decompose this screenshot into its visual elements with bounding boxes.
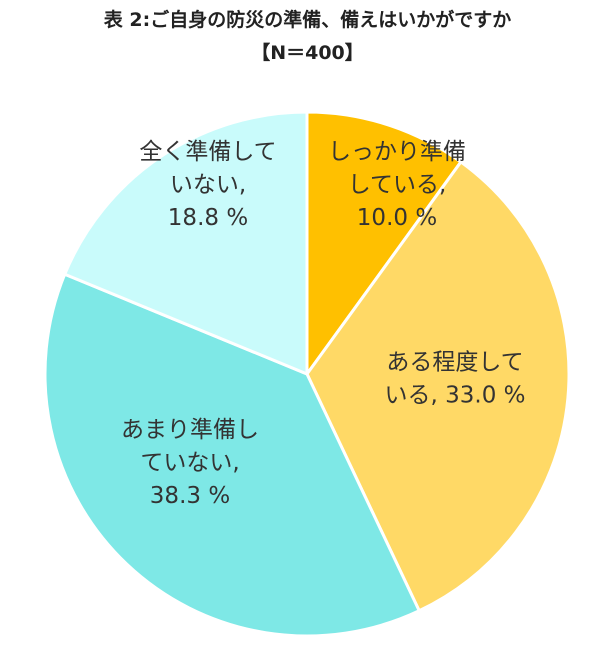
slice-amari <box>43 272 422 638</box>
slice-amari-label-line: ていない, <box>140 450 239 476</box>
slice-aru-teido-label: ある程度している, 33.0 % <box>385 350 526 409</box>
slice-shikkari-label-line: 10.0 % <box>357 205 437 231</box>
slice-shikkari-label-line: している, <box>348 172 447 198</box>
slice-aru-teido-label-line: いる, 33.0 % <box>385 383 526 409</box>
slice-amari-label-line: あまり準備し <box>121 417 259 443</box>
slice-aru-teido <box>305 159 571 613</box>
slice-mattaku-label-line: いない, <box>170 172 246 198</box>
slice-mattaku-label: 全く準備していない, 18.8 % <box>139 139 276 231</box>
slice-mattaku-label-line: 全く準備して <box>139 139 276 165</box>
slice-amari-label: あまり準備していない, 38.3 % <box>121 417 259 509</box>
slice-amari-label-line: 38.3 % <box>150 483 230 509</box>
slice-aru-teido-label-line: ある程度して <box>386 350 523 376</box>
slice-shikkari-label: しっかり準備している, 10.0 % <box>328 139 466 231</box>
slice-shikkari <box>305 110 463 379</box>
slice-mattaku-label-line: 18.8 % <box>168 205 248 231</box>
chart-subtitle: 【N＝400】 <box>251 42 364 64</box>
chart-title: 表 2:ご自身の防災の準備、備えはいかがですか <box>103 9 512 31</box>
slice-shikkari-label-line: しっかり準備 <box>328 139 466 165</box>
slice-mattaku <box>62 110 309 377</box>
